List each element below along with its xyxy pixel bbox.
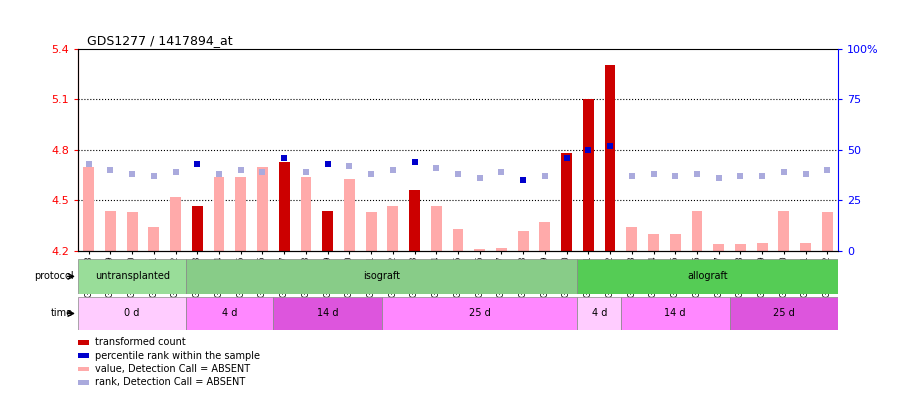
Bar — [562, 153, 572, 251]
Text: 25 d: 25 d — [773, 309, 795, 318]
Text: 4 d: 4 d — [592, 309, 607, 318]
Text: 25 d: 25 d — [469, 309, 491, 318]
Text: isograft: isograft — [364, 271, 400, 281]
Bar — [170, 197, 181, 251]
Bar — [577, 259, 838, 294]
Bar — [692, 211, 703, 251]
Bar — [409, 190, 420, 251]
Bar — [779, 211, 790, 251]
Bar — [496, 248, 507, 251]
Text: transformed count: transformed count — [95, 337, 186, 347]
Bar — [78, 297, 187, 330]
Text: 0 d: 0 d — [125, 309, 140, 318]
Bar — [583, 99, 594, 251]
Bar — [648, 234, 659, 251]
Bar — [273, 297, 382, 330]
Text: GDS1277 / 1417894_at: GDS1277 / 1417894_at — [87, 34, 233, 47]
Bar — [431, 206, 442, 251]
Bar — [235, 177, 246, 251]
Bar — [453, 229, 463, 251]
Bar — [300, 177, 311, 251]
Bar — [714, 244, 724, 251]
Bar — [540, 222, 551, 251]
Bar — [801, 243, 811, 251]
Bar — [729, 297, 838, 330]
Bar — [344, 179, 354, 251]
Bar — [105, 211, 115, 251]
Bar — [670, 234, 681, 251]
Text: time: time — [51, 309, 73, 318]
Text: 14 d: 14 d — [664, 309, 686, 318]
Bar — [78, 259, 187, 294]
Bar — [187, 259, 577, 294]
Bar — [474, 249, 485, 251]
Bar — [126, 212, 137, 251]
Bar — [382, 297, 577, 330]
Bar — [278, 162, 289, 251]
Bar — [757, 243, 768, 251]
Bar — [322, 211, 333, 251]
Bar — [257, 167, 267, 251]
Bar — [365, 212, 376, 251]
Bar — [213, 177, 224, 251]
Text: percentile rank within the sample: percentile rank within the sample — [95, 351, 260, 360]
Bar — [627, 228, 638, 251]
Text: value, Detection Call = ABSENT: value, Detection Call = ABSENT — [95, 364, 250, 374]
Text: protocol: protocol — [34, 271, 73, 281]
Text: allograft: allograft — [688, 271, 728, 281]
Bar — [735, 244, 746, 251]
Bar — [822, 212, 833, 251]
Bar — [191, 206, 202, 251]
Bar — [148, 228, 159, 251]
Bar — [518, 231, 529, 251]
Bar — [187, 297, 273, 330]
Text: 4 d: 4 d — [223, 309, 237, 318]
Bar — [387, 206, 398, 251]
Bar — [83, 167, 94, 251]
Bar — [577, 297, 621, 330]
Text: untransplanted: untransplanted — [94, 271, 169, 281]
Text: 14 d: 14 d — [317, 309, 338, 318]
Text: rank, Detection Call = ABSENT: rank, Detection Call = ABSENT — [95, 377, 245, 387]
Bar — [621, 297, 729, 330]
Bar — [605, 66, 616, 251]
